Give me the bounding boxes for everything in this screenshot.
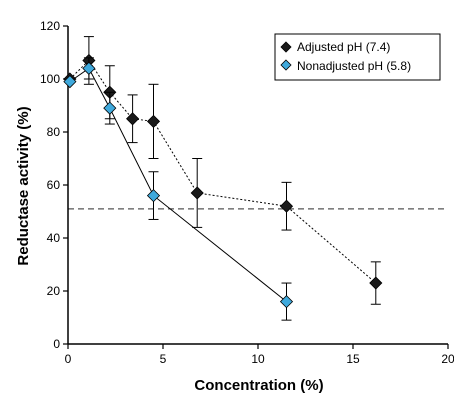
x-tick-label: 5 bbox=[160, 352, 167, 366]
y-axis-title: Reductase activity (%) bbox=[15, 106, 32, 265]
x-tick-label: 15 bbox=[346, 352, 360, 366]
data-point bbox=[146, 114, 161, 128]
y-tick-label: 20 bbox=[47, 284, 61, 298]
series-line bbox=[69, 67, 287, 302]
y-tick-label: 0 bbox=[53, 337, 60, 351]
data-point bbox=[63, 75, 77, 89]
x-tick-label: 0 bbox=[65, 352, 72, 366]
legend-box bbox=[274, 33, 441, 81]
legend-label-adjusted: Adjusted pH (7.4) bbox=[297, 40, 390, 54]
series-line bbox=[69, 59, 377, 284]
data-point bbox=[82, 61, 96, 75]
y-tick-label: 60 bbox=[47, 178, 61, 192]
y-ticks: 0 20 40 60 80 100 120 bbox=[40, 19, 68, 351]
y-tick-label: 120 bbox=[40, 19, 60, 33]
x-axis-title: Concentration (%) bbox=[194, 377, 323, 394]
data-point bbox=[146, 189, 161, 203]
series-layer bbox=[63, 36, 383, 321]
y-tick-label: 80 bbox=[47, 125, 61, 139]
legend-label-nonadjusted: Nonadjusted pH (5.8) bbox=[297, 59, 411, 73]
data-point bbox=[369, 276, 383, 290]
y-tick-label: 100 bbox=[40, 72, 60, 86]
legend: Adjusted pH (7.4) Nonadjusted pH (5.8) bbox=[274, 33, 441, 81]
data-point bbox=[126, 112, 140, 126]
data-point bbox=[279, 199, 294, 213]
x-tick-label: 20 bbox=[441, 352, 454, 366]
x-tick-label: 10 bbox=[251, 352, 265, 366]
data-point bbox=[279, 295, 294, 309]
x-ticks: 0 5 10 15 20 bbox=[65, 344, 454, 366]
data-point bbox=[103, 101, 117, 115]
data-point bbox=[190, 186, 204, 200]
legend-marker-nonadjusted bbox=[280, 59, 292, 71]
legend-marker-adjusted bbox=[280, 41, 292, 53]
y-tick-label: 40 bbox=[47, 231, 61, 245]
series-1 bbox=[63, 57, 294, 321]
